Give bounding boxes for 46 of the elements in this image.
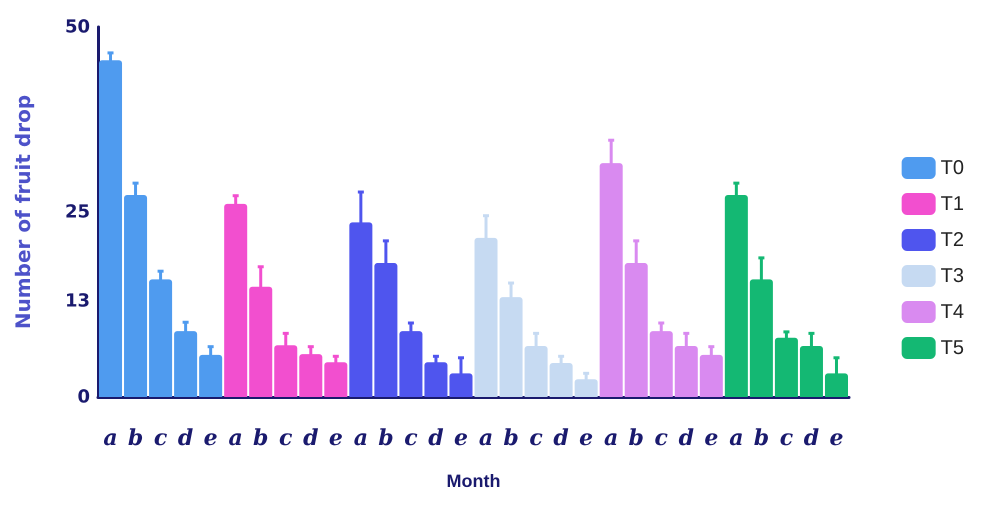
x-tick-label: b <box>628 425 644 451</box>
bar <box>324 362 348 397</box>
x-tick-label: a <box>354 425 368 451</box>
x-tick-label: c <box>404 425 418 451</box>
x-tick-label: d <box>553 425 569 451</box>
legend-label: T1 <box>940 193 964 215</box>
x-tick-label: e <box>579 425 594 451</box>
x-tick-label: a <box>478 425 494 451</box>
x-tick-label: d <box>428 425 444 451</box>
x-axis-title: Month <box>446 471 500 491</box>
bar <box>774 338 798 397</box>
x-tick-label: c <box>154 425 168 451</box>
legend-label: T0 <box>940 157 964 179</box>
x-tick-label: e <box>328 425 343 451</box>
y-tick-label: 13 <box>64 290 90 312</box>
x-tick-label: a <box>729 425 744 451</box>
x-tick-label: b <box>503 425 519 451</box>
y-tick-label: 50 <box>64 16 90 38</box>
x-tick-label: c <box>529 425 544 451</box>
x-tick-label: d <box>303 425 318 451</box>
x-tick-label: a <box>604 425 618 451</box>
x-tick-label: c <box>780 425 794 451</box>
x-tick-label: b <box>128 425 144 451</box>
legend-label: T4 <box>940 301 964 323</box>
x-tick-label: e <box>704 425 718 451</box>
legend-label: T5 <box>940 337 964 359</box>
x-tick-label: e <box>829 425 844 451</box>
x-tick-label: c <box>279 425 294 451</box>
bar <box>424 362 448 397</box>
bar <box>574 379 598 397</box>
x-tick-label: c <box>654 425 669 451</box>
x-tick-label: a <box>103 425 118 451</box>
legend-label: T2 <box>940 229 964 251</box>
legend-label: T3 <box>940 265 964 287</box>
y-axis-title: Number of fruit drop <box>11 94 35 330</box>
x-tick-label: d <box>804 425 820 451</box>
x-tick-label: d <box>678 425 694 451</box>
x-tick-label: e <box>204 425 218 451</box>
x-tick-label: b <box>378 425 394 451</box>
y-tick-label: 25 <box>64 202 90 222</box>
x-tick-label: a <box>228 425 243 451</box>
x-tick-label: e <box>454 425 468 451</box>
x-tick-label: b <box>253 425 268 451</box>
x-tick-label: b <box>754 425 770 451</box>
x-tick-label: d <box>178 425 194 451</box>
y-tick-label: 0 <box>77 386 90 408</box>
